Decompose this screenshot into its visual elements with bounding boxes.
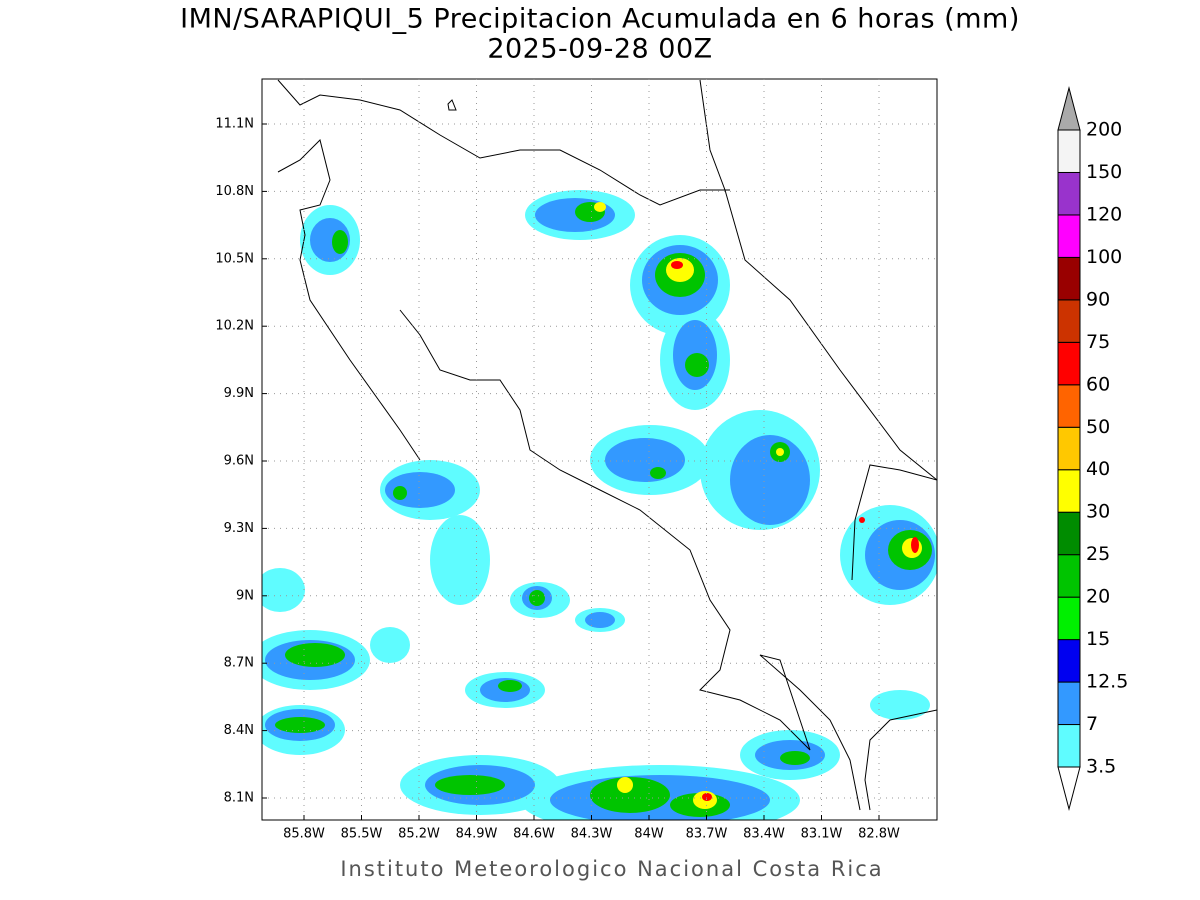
colorbar-segment — [1057, 426, 1081, 471]
coastline — [399, 309, 861, 811]
lon-label: 83.7W — [686, 827, 728, 842]
colorbar-over — [1057, 86, 1081, 131]
colorbar-segment — [1057, 171, 1081, 216]
lon-label: 84.9W — [456, 827, 498, 842]
precip-20 — [275, 202, 932, 817]
colorbar-segment — [1057, 681, 1081, 726]
lat-label: 9.9N — [224, 386, 254, 401]
colorbar-segment — [1057, 129, 1081, 173]
subtitle: 2025-09-28 00Z — [487, 34, 712, 65]
title: IMN/SARAPIQUI_5 Precipitacion Acumulada … — [180, 4, 1020, 35]
colorbar-segment — [1057, 256, 1081, 301]
map-frame — [261, 78, 938, 821]
lon-label: 84.3W — [571, 827, 613, 842]
colorbar-label: 15 — [1086, 628, 1110, 650]
colorbar-label: 60 — [1086, 373, 1110, 395]
colorbar-segment — [1057, 639, 1081, 683]
lon-label: 85.5W — [341, 827, 383, 842]
lon-label: 83.1W — [801, 827, 843, 842]
precip-field — [262, 190, 937, 820]
colorbar-segment — [1057, 299, 1081, 343]
lon-label: 85.8W — [283, 827, 325, 842]
border — [851, 464, 937, 581]
colorbar-segment — [1057, 724, 1081, 768]
lon-label: 82.8W — [858, 827, 900, 842]
colorbar-label: 3.5 — [1086, 756, 1116, 778]
colorbar-segment — [1057, 511, 1081, 556]
colorbar-label: 20 — [1086, 586, 1110, 608]
colorbar-label: 50 — [1086, 416, 1110, 438]
colorbar-label: 40 — [1086, 458, 1110, 480]
lon-label: 84.6W — [513, 827, 555, 842]
colorbar-label: 100 — [1086, 246, 1122, 268]
colorbar-segment — [1057, 554, 1081, 598]
lat-label: 8.4N — [224, 723, 254, 738]
lat-label: 8.7N — [224, 656, 254, 671]
coastline — [277, 79, 730, 206]
coastline — [699, 79, 937, 481]
colorbar-segment — [1057, 596, 1081, 641]
colorbar-segment — [1057, 341, 1081, 386]
precip-3.5 — [262, 190, 937, 820]
lat-label: 9N — [236, 588, 254, 603]
coastline — [864, 709, 937, 811]
lat-label: 10.5N — [215, 251, 254, 266]
colorbar-segment — [1057, 469, 1081, 513]
colorbar-label: 30 — [1086, 501, 1110, 523]
precip-7 — [265, 198, 935, 820]
colorbar-under — [1057, 766, 1081, 811]
credit: Instituto Meteorologico Nacional Costa R… — [340, 857, 883, 881]
precip-60 — [671, 261, 919, 801]
lat-label: 10.2N — [215, 319, 254, 334]
lat-label: 9.6N — [224, 454, 254, 469]
lon-label: 83.4W — [743, 827, 785, 842]
lon-label: 85.2W — [398, 827, 440, 842]
colorbar-label: 75 — [1086, 331, 1110, 353]
lat-label: 11.1N — [215, 117, 254, 132]
colorbar-segment — [1057, 384, 1081, 428]
colorbar-label: 200 — [1086, 119, 1122, 141]
coastlines — [277, 79, 937, 811]
coastline — [277, 139, 421, 461]
island — [447, 99, 457, 111]
colorbar-label: 90 — [1086, 288, 1110, 310]
colorbar-label: 150 — [1086, 161, 1122, 183]
lat-label: 10.8N — [215, 184, 254, 199]
lat-label: 9.3N — [224, 521, 254, 536]
colorbar-segment — [1057, 214, 1081, 258]
colorbar-label: 120 — [1086, 203, 1122, 225]
lat-label: 8.1N — [224, 791, 254, 806]
colorbar-label: 25 — [1086, 543, 1110, 565]
lon-label: 84W — [634, 827, 664, 842]
colorbar-label: 7 — [1086, 713, 1098, 735]
colorbar-label: 12.5 — [1086, 671, 1128, 693]
